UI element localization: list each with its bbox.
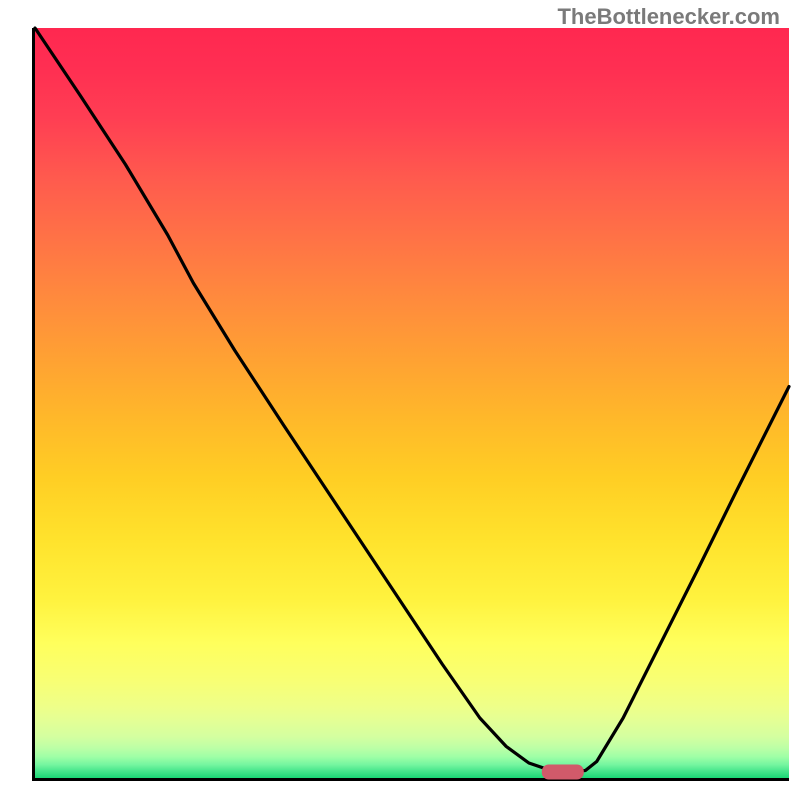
optimal-marker: [542, 765, 584, 780]
bottleneck-curve: [35, 28, 789, 772]
watermark-label: TheBottlenecker.com: [557, 4, 780, 30]
chart-container: TheBottlenecker.com: [0, 0, 800, 800]
curve-svg: [0, 0, 800, 800]
